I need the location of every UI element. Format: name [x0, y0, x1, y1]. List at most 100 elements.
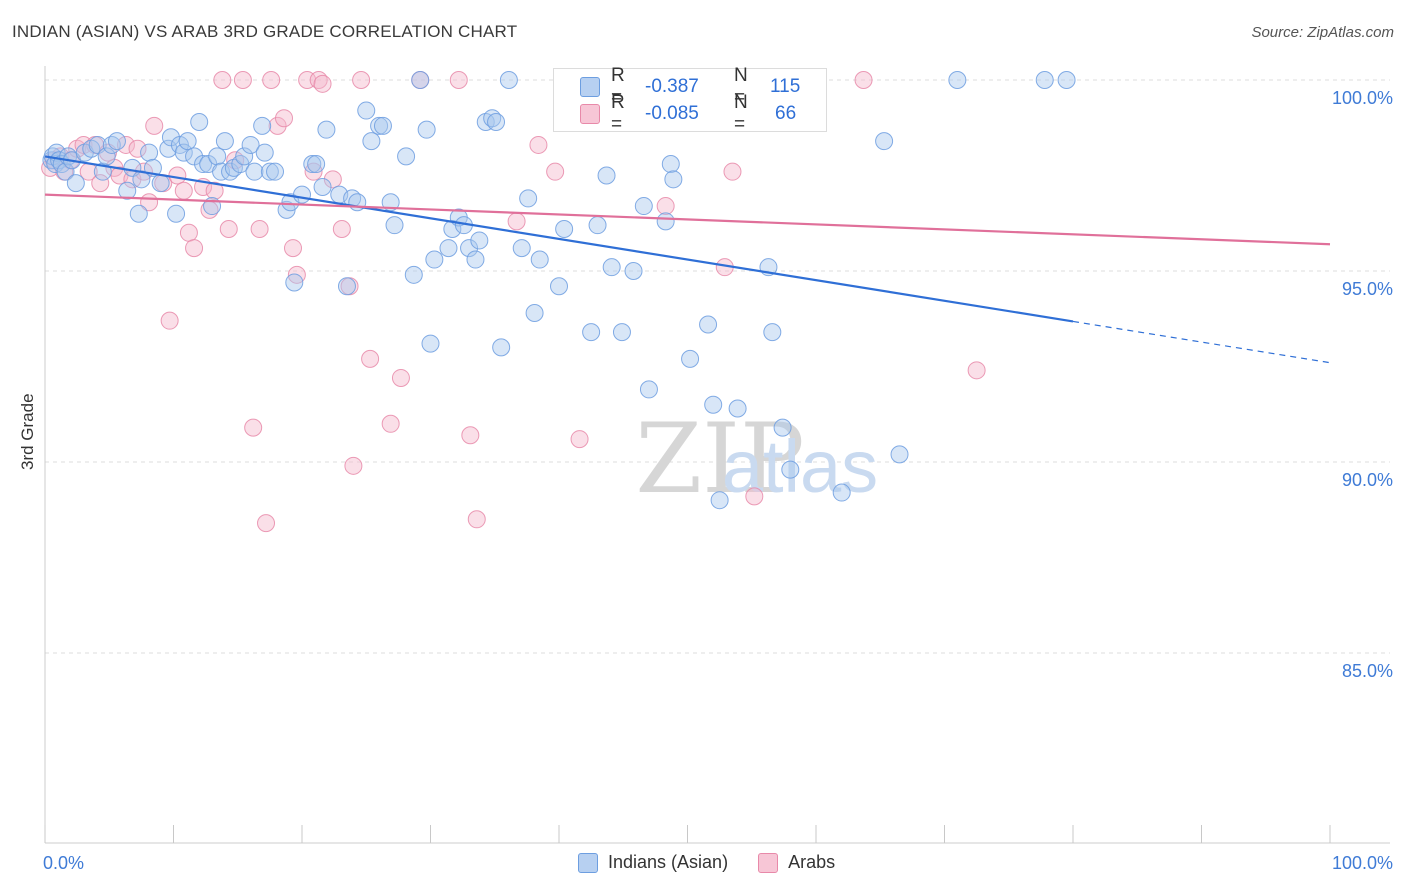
arabs-point	[381, 414, 400, 433]
arabs-point	[128, 139, 147, 158]
indians-point	[948, 71, 967, 89]
series-arabs-points	[41, 71, 986, 533]
n-value: 66	[775, 103, 797, 124]
legend-item-arabs[interactable]: Arabs	[758, 852, 835, 873]
indians-point	[421, 334, 440, 353]
arabs-point	[656, 197, 675, 216]
indians-point	[555, 219, 574, 238]
indians-point	[140, 143, 159, 162]
indians-point	[337, 277, 356, 296]
arabs-point	[213, 71, 232, 89]
watermark-atlas: atlas	[722, 425, 878, 508]
indians-point	[107, 132, 126, 151]
indians-point	[245, 162, 264, 181]
arabs-trend-line	[44, 193, 1331, 246]
y-tick-label: 85.0%	[1342, 661, 1393, 681]
indians-point	[255, 143, 274, 162]
indians-point	[443, 219, 462, 238]
arabs-point	[244, 418, 263, 437]
indians-point	[159, 139, 178, 158]
legend-item-indians[interactable]: Indians (Asian)	[578, 852, 728, 873]
indians-point	[439, 239, 458, 258]
n-label: N =	[734, 92, 748, 135]
indians-point	[582, 323, 601, 342]
indians-point	[317, 120, 336, 139]
y-tick-label: 100.0%	[1332, 88, 1393, 108]
arabs-swatch	[580, 104, 600, 124]
arabs-point	[361, 349, 380, 368]
indians-point	[704, 395, 723, 414]
indians-point	[97, 147, 116, 166]
indians-point	[588, 216, 607, 235]
indians-point	[470, 231, 489, 250]
indians-point	[460, 239, 479, 258]
arabs-point	[391, 368, 410, 387]
indians-point	[875, 132, 894, 151]
indians-point	[634, 197, 653, 216]
indians-point	[781, 460, 800, 479]
indians-point	[397, 147, 416, 166]
indians-point	[285, 273, 304, 292]
indians-point	[303, 155, 322, 174]
arabs-point	[449, 71, 468, 89]
arabs-point	[174, 181, 193, 200]
tick-labels: 100.0% 95.0% 90.0% 85.0% 0.0% 100.0%	[43, 88, 1393, 873]
arabs-point	[257, 514, 276, 533]
indians-point	[151, 174, 170, 193]
arabs-point	[745, 487, 764, 506]
y-tick-label: 90.0%	[1342, 470, 1393, 490]
r-label: R =	[611, 92, 625, 135]
n-label: N =	[734, 65, 748, 108]
arabs-point	[160, 311, 179, 330]
indians-point	[411, 71, 430, 89]
indians-point	[466, 250, 485, 269]
arabs-point	[461, 426, 480, 445]
indians-point	[597, 166, 616, 185]
bottom-legend: Indians (Asian) Arabs	[578, 852, 865, 873]
arabs-point	[91, 174, 110, 193]
indians-point	[362, 132, 381, 151]
arabs-point	[967, 361, 986, 380]
arabs-swatch	[758, 852, 779, 873]
arabs-point	[332, 219, 351, 238]
arabs-point	[284, 239, 303, 258]
indians-point	[519, 189, 538, 208]
arabs-point	[168, 166, 187, 185]
indians-point	[763, 323, 782, 342]
indians-point	[404, 265, 423, 284]
y-tick-label: 95.0%	[1342, 279, 1393, 299]
indians-point	[499, 71, 518, 89]
indians-point	[624, 262, 643, 280]
arabs-point	[179, 223, 198, 242]
indians-point	[530, 250, 549, 269]
indians-point	[260, 162, 279, 181]
indians-point	[174, 143, 193, 162]
arabs-point	[116, 135, 135, 154]
indians-point	[612, 323, 631, 342]
indians-point	[307, 155, 326, 174]
indians-point	[313, 177, 332, 196]
indians-point	[373, 116, 392, 135]
arabs-point	[262, 71, 281, 89]
indians-point	[425, 250, 444, 269]
indians-point	[832, 483, 851, 502]
legend-label-arabs: Arabs	[788, 852, 836, 872]
indians-point	[293, 185, 311, 204]
indians-point	[185, 147, 204, 166]
indians-point	[664, 170, 683, 189]
r-value: -0.387	[645, 76, 699, 97]
indians-point	[710, 491, 729, 510]
arabs-point	[570, 430, 589, 449]
indians-point	[357, 101, 376, 120]
indians-point	[492, 338, 511, 357]
n-value: 115	[770, 76, 801, 97]
indians-point	[66, 174, 85, 193]
indians-point	[253, 116, 272, 135]
indians-point	[550, 277, 568, 296]
indians-point	[773, 418, 792, 437]
indians-point	[890, 445, 909, 464]
indians-point	[190, 113, 209, 132]
indians-point	[208, 147, 227, 166]
r-value: -0.085	[645, 103, 699, 124]
